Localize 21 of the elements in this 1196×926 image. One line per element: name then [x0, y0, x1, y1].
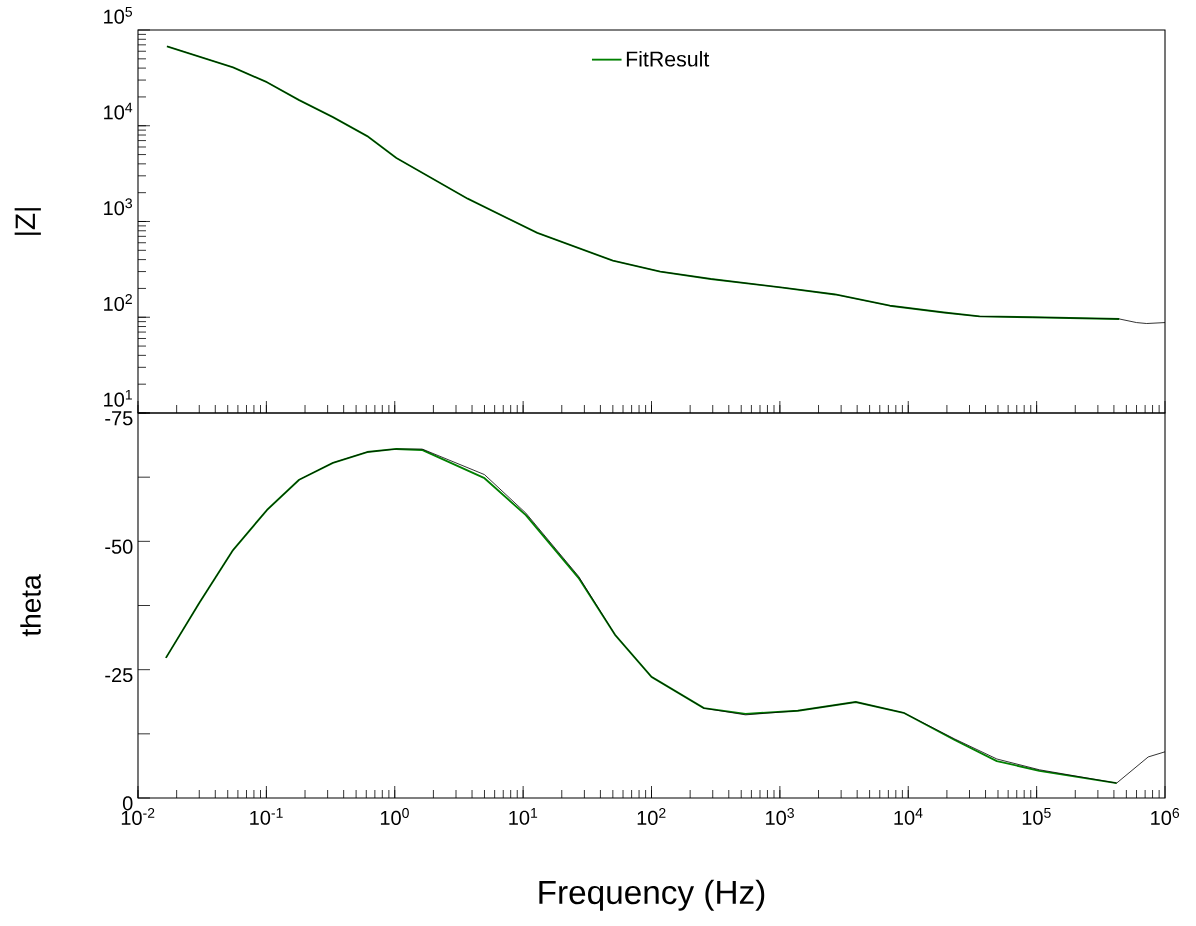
x-tick-label: 10$^{2}$ [637, 808, 666, 825]
x-tick-label: 10$^{4}$ [894, 808, 923, 825]
x-tick-label: 10$^{1}$ [509, 808, 538, 825]
y-tick-label: 0 [122, 796, 133, 811]
y-tick-label: -50 [105, 539, 133, 554]
x-tick-label: 10$^{5}$ [1022, 808, 1051, 825]
x-axis-title: Frequency (Hz) [539, 879, 765, 911]
y-tick-label: 10$^{1}$ [104, 389, 132, 407]
y-tick-label: 10$^{3}$ [104, 198, 133, 216]
x-tick-label: 10$^{0}$ [380, 808, 409, 825]
x-tick-label: 10$^{6}$ [1151, 808, 1180, 825]
y-axis-title: theta [20, 574, 41, 637]
y-tick-label: -75 [105, 411, 133, 426]
y-tick-label: 10$^{4}$ [104, 102, 133, 120]
y-axis-title: |Z| [14, 208, 41, 235]
y-tick-label: 10$^{2}$ [104, 294, 132, 312]
x-tick-label: 10$^{3}$ [766, 808, 794, 825]
y-tick-label: 10$^{5}$ [104, 6, 133, 24]
legend-label: FitResult [626, 50, 710, 67]
x-tick-label: 10$^{-1}$ [250, 808, 283, 825]
y-tick-label: -25 [105, 667, 133, 683]
